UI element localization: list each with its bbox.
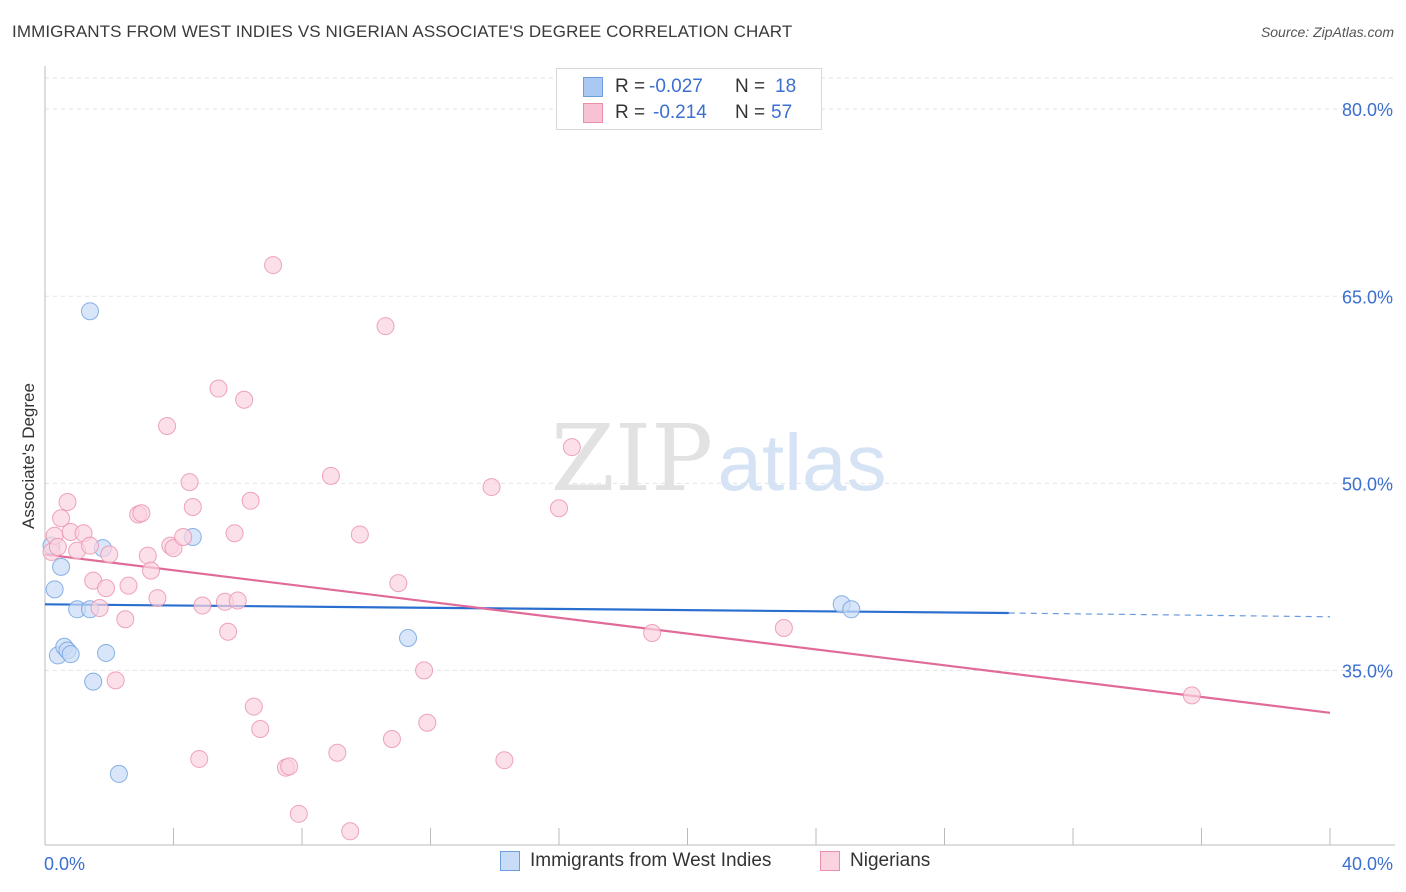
trend-line-nigerians (44, 553, 1331, 714)
west-indies-point (84, 672, 103, 691)
nigerian-point (142, 561, 161, 580)
nigerian-point (48, 537, 67, 556)
nigerian-point (80, 536, 99, 555)
chart-title: IMMIGRANTS FROM WEST INDIES VS NIGERIAN … (12, 22, 793, 41)
y-tick-label: 80.0% (1342, 100, 1393, 120)
legend-swatch-nigerians (820, 851, 840, 871)
nigerian-point (774, 618, 793, 637)
nigerian-point (148, 589, 167, 608)
west-indies-point (97, 643, 116, 662)
west-indies-point (80, 302, 99, 321)
nigerian-point (58, 493, 77, 512)
nigerian-point (241, 491, 260, 510)
nigerian-point (350, 525, 369, 544)
n-value: 57 (771, 102, 793, 123)
nigerian-point (244, 697, 263, 716)
nigerian-point (132, 504, 151, 523)
stats-row-nigerians: R = -0.214 N = 57 (557, 100, 821, 126)
nigerian-point (52, 509, 71, 528)
nigerian-point (389, 574, 408, 593)
x-tick-label-min: 0.0% (44, 854, 85, 874)
nigerian-point (174, 527, 193, 546)
nigerian-point (180, 473, 199, 492)
nigerian-point (158, 416, 177, 435)
source-credit: Source: ZipAtlas.com (1260, 24, 1394, 40)
nigerian-point (183, 498, 202, 517)
legend-item-west-indies[interactable]: Immigrants from West Indies (500, 850, 771, 872)
watermark-atlas: atlas (718, 418, 887, 507)
nigerian-point (382, 729, 401, 748)
nigerian-point (264, 256, 283, 275)
nigerian-point (321, 466, 340, 485)
nigerian-point (90, 599, 109, 618)
nigerian-point (251, 720, 270, 739)
axes (44, 66, 1395, 846)
nigerian-point (280, 757, 299, 776)
nigerian-point (550, 499, 568, 518)
nigerian-point (418, 713, 437, 732)
y-tick-labels: 35.0% 50.0% 65.0% 80.0% (1342, 100, 1393, 681)
west-indies-point (399, 628, 418, 647)
west-indies-point (109, 764, 128, 783)
west-indies-point (842, 600, 861, 619)
nigerian-point (193, 596, 212, 615)
y-tick-label: 50.0% (1342, 474, 1393, 494)
y-tick-label: 35.0% (1342, 661, 1393, 681)
series-legend: Immigrants from West Indies Nigerians (0, 850, 1406, 880)
n-label: N = (735, 102, 766, 123)
legend-item-nigerians[interactable]: Nigerians (820, 850, 930, 872)
watermark: ZIP atlas (551, 405, 887, 512)
nigerian-point (328, 743, 347, 762)
nigerian-point (415, 661, 434, 680)
y-tick-label: 65.0% (1342, 287, 1393, 307)
nigerian-point (341, 822, 360, 841)
nigerian-point (376, 317, 395, 336)
stats-swatch-west-indies (583, 77, 603, 97)
r-label: R = (615, 76, 646, 97)
nigerian-point (235, 390, 254, 409)
west-indies-point (45, 580, 64, 599)
nigerian-point (100, 545, 119, 564)
legend-label: Nigerians (850, 850, 931, 871)
x-tick-label-max: 40.0% (1342, 854, 1393, 874)
nigerian-point (495, 751, 514, 770)
legend-label: Immigrants from West Indies (530, 850, 772, 871)
gridlines (45, 77, 1395, 671)
nigerian-point (119, 576, 138, 595)
stats-row-west-indies: R = -0.027 N = 18 (557, 74, 821, 100)
nigerian-point (219, 622, 238, 641)
nigerian-point (106, 671, 125, 690)
nigerian-point (97, 579, 116, 598)
r-label: R = (615, 102, 646, 123)
nigerian-point (562, 438, 581, 457)
trend-line-west-indies (44, 603, 1009, 615)
nigerian-point (209, 379, 228, 398)
stats-swatch-nigerians (583, 103, 603, 123)
stats-legend: R = -0.027 N = 18 R = -0.214 N = 57 (556, 68, 822, 130)
x-tick-labels: 0.0% 40.0% (44, 854, 1393, 874)
west-indies-point (61, 645, 80, 664)
data-points (42, 256, 1201, 841)
n-value: 18 (775, 76, 797, 97)
nigerian-point (228, 591, 247, 610)
nigerian-point (190, 749, 209, 768)
nigerian-point (225, 524, 244, 543)
nigerian-point (482, 478, 501, 497)
r-value: -0.214 (653, 102, 707, 123)
nigerian-point (116, 610, 135, 629)
watermark-zip: ZIP (551, 405, 713, 512)
nigerian-point (138, 546, 157, 565)
n-label: N = (735, 76, 766, 97)
legend-swatch-west-indies (500, 851, 520, 871)
y-axis-label: Associate's Degree (19, 383, 38, 529)
nigerian-point (289, 804, 308, 823)
trend-line-west-indies-extension (1008, 612, 1331, 618)
nigerian-point (1182, 686, 1201, 705)
r-value: -0.027 (649, 76, 703, 97)
nigerian-point (643, 623, 662, 642)
west-indies-point (52, 557, 71, 576)
trend-lines (44, 553, 1331, 714)
